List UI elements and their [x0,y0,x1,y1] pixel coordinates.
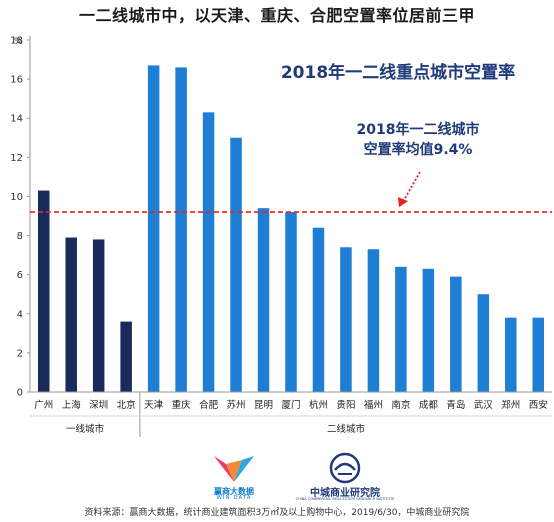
bars-group [37,65,545,392]
bar [65,237,77,392]
x-tick-label: 郑州 [501,399,520,411]
source-note: 资料来源：赢商大数据，统计商业建筑面积3万㎡及以上购物中心，2019/6/30，… [84,508,470,518]
arrow-shaft [403,171,421,201]
x-tick-label: 北京 [117,399,136,411]
bar [505,317,517,392]
bar [395,266,407,392]
bar [257,208,270,392]
average-annotation-line1: 2018年一二线城市 [357,121,480,138]
bar [367,249,380,392]
category-groups: 一线城市 二线城市 [30,392,552,437]
y-axis: 0 2 4 6 8 10 12 14 16 18 [10,36,31,399]
windata-logo-sub: WIN DATA [216,495,252,501]
bar [230,137,242,392]
y-axis-unit-label: % [14,37,23,47]
bar [175,67,187,392]
bar [37,190,50,392]
page-headline: 一二线城市中，以天津、重庆、合肥空置率位居前三甲 [78,6,475,25]
x-tick-label: 天津 [144,400,164,411]
annotation-arrow [398,171,421,208]
research-institute-logo-name: 中城商业研究院 [310,488,380,499]
y-tick-label: 14 [10,114,23,125]
y-tick-label: 10 [10,192,23,203]
x-tick-label: 深圳 [89,400,108,411]
x-tick-label: 上海 [62,399,82,411]
bar [285,212,297,392]
vacancy-rate-bar-chart: 0 2 4 6 8 10 12 14 16 18 % 2018年一二线重点城市空置率 2018年一… [10,36,552,437]
x-tick-label: 杭州 [309,399,328,411]
group-label: 一线城市 [66,423,105,435]
bar [340,247,352,392]
y-tick-label: 6 [17,270,23,281]
x-tick-label: 昆明 [254,400,273,411]
x-tick-label: 合肥 [199,399,219,411]
bar [92,239,105,392]
bar [312,227,325,392]
bar [120,321,132,392]
x-tick-label: 福州 [364,399,383,411]
research-institute-logo-mark [329,452,361,484]
x-tick-label: 青岛 [446,399,465,411]
y-tick-label: 18 [10,36,23,47]
x-tick-label: 南京 [391,399,410,411]
bar [422,268,435,392]
chart-title: 2018年一二线重点城市空置率 [281,62,515,83]
x-axis: 广州 上海 深圳 北京 天津 重庆 合肥 苏州 昆明 厦门 杭州 贵阳 福州 南京 成都 青岛 武汉 郑州 西安 [30,391,552,411]
x-tick-label: 厦门 [281,399,300,411]
x-tick-label: 苏州 [227,399,246,411]
x-tick-label: 武汉 [474,399,494,411]
bar [532,317,545,392]
y-tick-label: 16 [10,75,23,86]
research-institute-logo-sub: CHINA COMMERCIAL REAL ESTATE RESEARCH IN… [295,497,395,501]
y-tick-label: 0 [17,388,23,399]
group-label: 二线城市 [327,423,366,435]
bar [450,276,462,392]
y-tick-label: 12 [10,153,23,164]
average-annotation-line2: 空置率均值9.4% [364,141,473,158]
x-tick-label: 重庆 [172,399,192,411]
bar [147,65,160,392]
y-tick-label: 2 [17,348,23,359]
x-tick-label: 成都 [419,399,439,411]
x-tick-label: 西安 [529,399,548,411]
research-institute-logo: 中城商业研究院 CHINA COMMERCIAL REAL ESTATE RES… [290,452,400,502]
bar [477,294,490,392]
x-tick-label: 广州 [34,399,53,411]
bar [202,112,215,392]
windata-logo-name: 赢商大数据 [214,487,254,496]
x-tick-label: 贵阳 [336,399,355,411]
footer-logos: 赢商大数据 WIN DATA 中城商业研究院 CHINA COMMERCIAL … [0,452,554,506]
windata-logo: 赢商大数据 WIN DATA [206,452,262,502]
arrow-head [398,197,408,208]
windata-logo-mark [214,456,254,482]
y-tick-label: 4 [17,309,23,320]
y-tick-label: 8 [17,231,23,242]
